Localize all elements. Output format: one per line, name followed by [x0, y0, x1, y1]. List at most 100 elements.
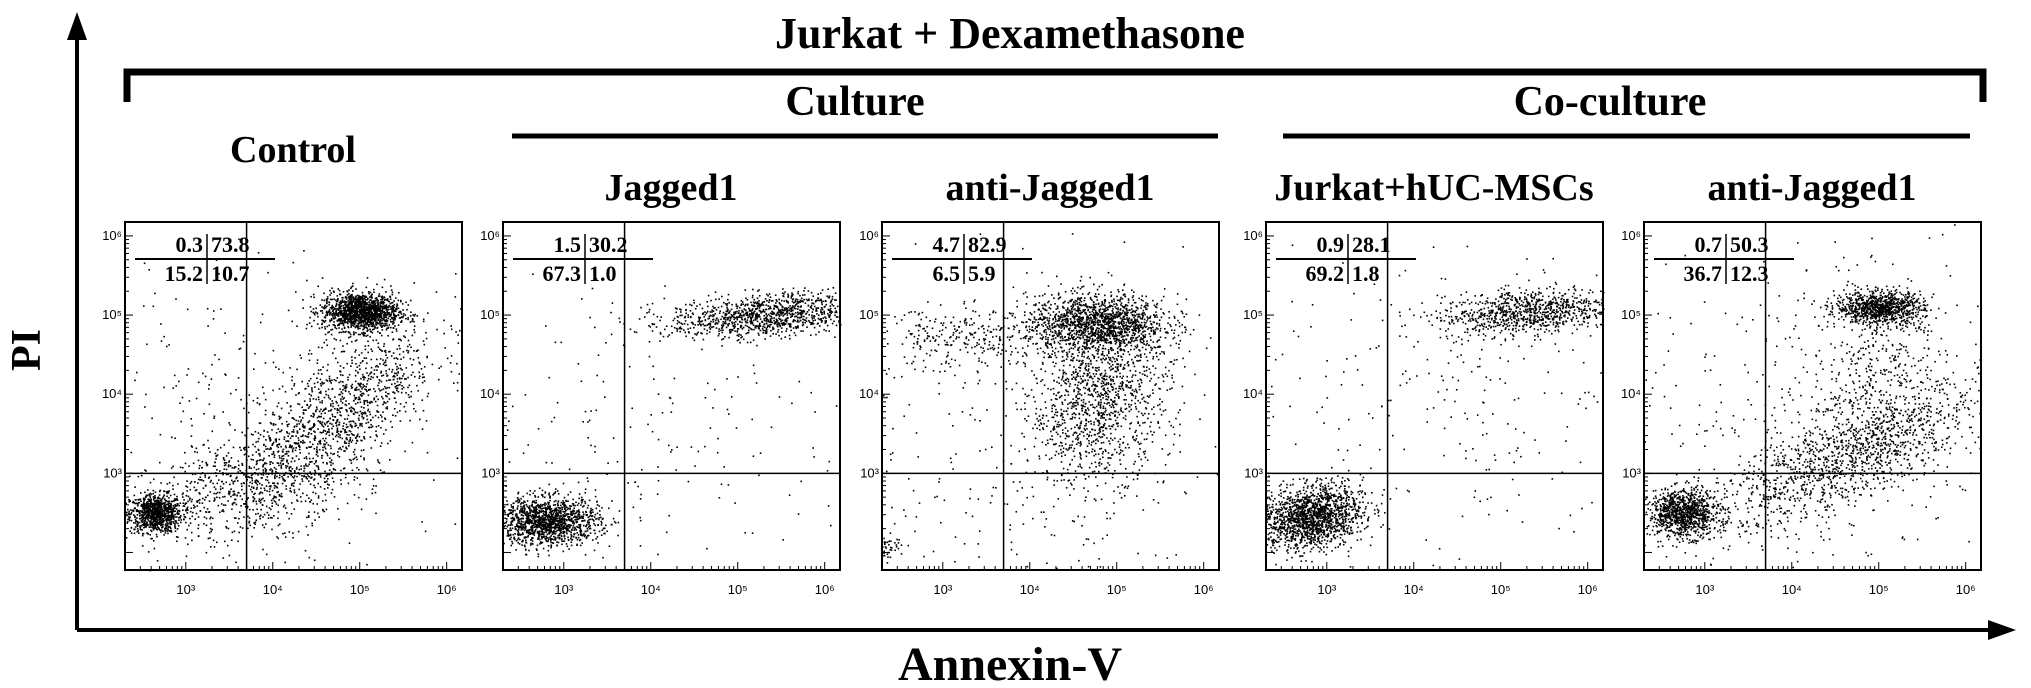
event-dot	[348, 307, 350, 310]
event-dot	[369, 373, 371, 375]
event-dot	[303, 400, 306, 402]
event-dot	[353, 315, 356, 317]
event-dot	[332, 462, 334, 465]
event-dot	[152, 505, 154, 507]
event-dot	[226, 544, 229, 547]
event-dot	[350, 287, 352, 290]
event-dot	[329, 398, 331, 400]
event-dot	[360, 314, 363, 316]
event-dot	[313, 296, 315, 299]
event-dot	[323, 307, 326, 310]
event-dot	[399, 403, 402, 405]
event-dot	[159, 433, 162, 436]
event-dot	[152, 515, 154, 518]
event-dot	[325, 299, 328, 302]
event-dot	[396, 374, 399, 377]
event-dot	[375, 299, 377, 302]
event-dot	[449, 362, 452, 364]
event-dot	[350, 385, 353, 387]
event-dot	[360, 304, 363, 306]
event-dot	[225, 473, 228, 476]
event-dot	[260, 477, 263, 479]
event-dot	[337, 451, 339, 453]
event-dot	[308, 431, 310, 434]
event-dot	[335, 434, 338, 436]
event-dot	[328, 301, 330, 303]
event-dot	[330, 405, 332, 407]
event-dot	[359, 368, 361, 370]
event-dot	[399, 378, 401, 380]
event-dot	[326, 325, 329, 328]
event-dot	[335, 379, 337, 382]
event-dot	[209, 481, 212, 483]
event-dot	[347, 376, 349, 379]
event-dot	[357, 299, 360, 301]
event-dot	[585, 537, 588, 540]
event-dot	[317, 468, 320, 471]
event-dot	[282, 463, 284, 465]
event-dot	[353, 434, 355, 436]
event-dot	[282, 455, 285, 457]
event-dot	[455, 273, 457, 275]
event-dot	[395, 401, 397, 404]
event-dot	[213, 497, 216, 499]
event-dot	[325, 508, 328, 511]
event-dot	[335, 304, 338, 306]
event-dot	[410, 311, 412, 313]
event-dot	[259, 499, 262, 502]
event-dot	[282, 458, 285, 460]
event-dot	[371, 311, 373, 314]
event-dot	[381, 325, 383, 328]
event-dot	[287, 455, 290, 457]
event-dot	[354, 313, 356, 315]
event-dot	[304, 425, 306, 428]
event-dot	[529, 512, 531, 514]
event-dot	[305, 477, 308, 479]
event-dot	[301, 380, 303, 383]
event-dot	[376, 358, 378, 361]
event-dot	[137, 530, 139, 532]
event-dot	[138, 511, 141, 514]
event-dot	[142, 516, 144, 519]
y-tick-label: 10⁵	[102, 307, 122, 322]
event-dot	[247, 427, 249, 429]
event-dot	[325, 433, 328, 435]
event-dot	[225, 468, 228, 471]
event-dot	[342, 296, 344, 299]
event-dot	[384, 364, 386, 367]
event-dot	[380, 426, 382, 429]
event-dot	[145, 506, 148, 509]
event-dot	[369, 436, 372, 438]
event-dot	[275, 366, 277, 368]
event-dot	[273, 456, 276, 458]
event-dot	[295, 447, 297, 449]
event-dot	[590, 509, 593, 512]
event-dot	[198, 492, 201, 494]
event-dot	[518, 533, 521, 536]
event-dot	[266, 479, 269, 482]
event-dot	[158, 527, 160, 530]
event-dot	[299, 446, 301, 448]
event-dot	[138, 521, 141, 524]
event-dot	[152, 512, 154, 514]
event-dot	[372, 306, 375, 308]
event-dot	[333, 308, 335, 311]
event-dot	[129, 516, 131, 519]
event-dot	[532, 492, 534, 495]
event-dot	[313, 430, 315, 433]
event-dot	[370, 423, 372, 426]
event-dot	[277, 511, 280, 513]
event-dot	[235, 517, 237, 519]
event-dot	[331, 432, 334, 435]
event-dot	[374, 316, 376, 319]
event-dot	[169, 516, 172, 518]
event-dot	[340, 414, 342, 417]
event-dot	[373, 310, 375, 312]
event-dot	[411, 320, 413, 323]
event-dot	[263, 444, 265, 446]
event-dot	[353, 320, 355, 323]
event-dot	[348, 307, 351, 309]
event-dot	[318, 327, 321, 330]
event-dot	[549, 505, 551, 508]
event-dot	[275, 470, 277, 473]
